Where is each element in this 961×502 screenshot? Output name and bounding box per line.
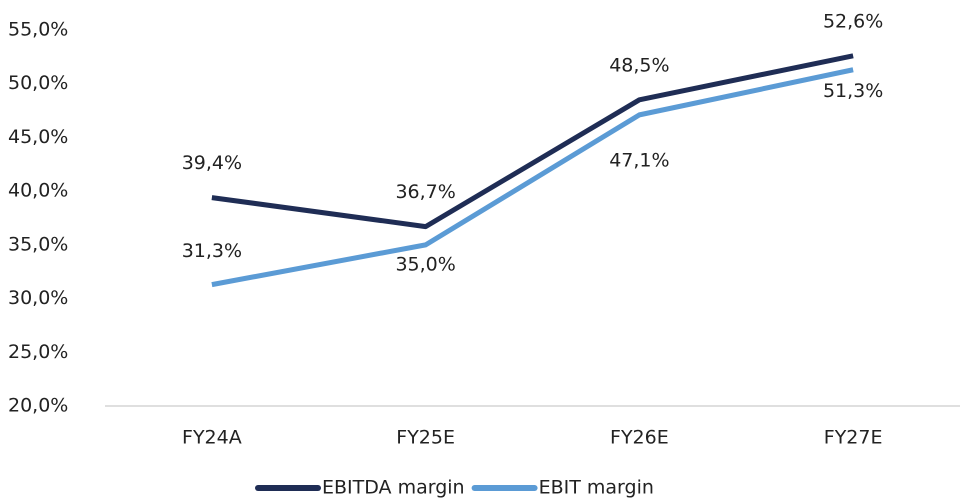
x-tick-label: FY27E bbox=[824, 427, 883, 449]
data-label: 39,4% bbox=[182, 152, 242, 174]
data-label: 51,3% bbox=[823, 80, 883, 102]
y-tick-label: 55,0% bbox=[8, 19, 68, 41]
y-tick-label: 40,0% bbox=[8, 180, 68, 202]
y-tick-label: 35,0% bbox=[8, 233, 68, 255]
series-line bbox=[211, 53, 854, 230]
series-line bbox=[211, 67, 854, 288]
legend-label: EBIT margin bbox=[539, 477, 654, 499]
data-label: 47,1% bbox=[609, 149, 669, 171]
x-tick-label: FY25E bbox=[396, 427, 455, 449]
legend-label: EBITDA margin bbox=[322, 477, 465, 499]
y-tick-label: 20,0% bbox=[8, 395, 68, 417]
data-label: 35,0% bbox=[395, 253, 455, 275]
y-tick-label: 50,0% bbox=[8, 72, 68, 94]
x-tick-label: FY24A bbox=[182, 427, 242, 449]
x-tick-label: FY26E bbox=[610, 427, 669, 449]
data-label: 31,3% bbox=[182, 240, 242, 262]
y-tick-label: 45,0% bbox=[8, 126, 68, 148]
y-tick-label: 30,0% bbox=[8, 287, 68, 309]
y-tick-label: 25,0% bbox=[8, 341, 68, 363]
data-label: 52,6% bbox=[823, 10, 883, 32]
data-label: 36,7% bbox=[395, 181, 455, 203]
data-label: 48,5% bbox=[609, 54, 669, 76]
